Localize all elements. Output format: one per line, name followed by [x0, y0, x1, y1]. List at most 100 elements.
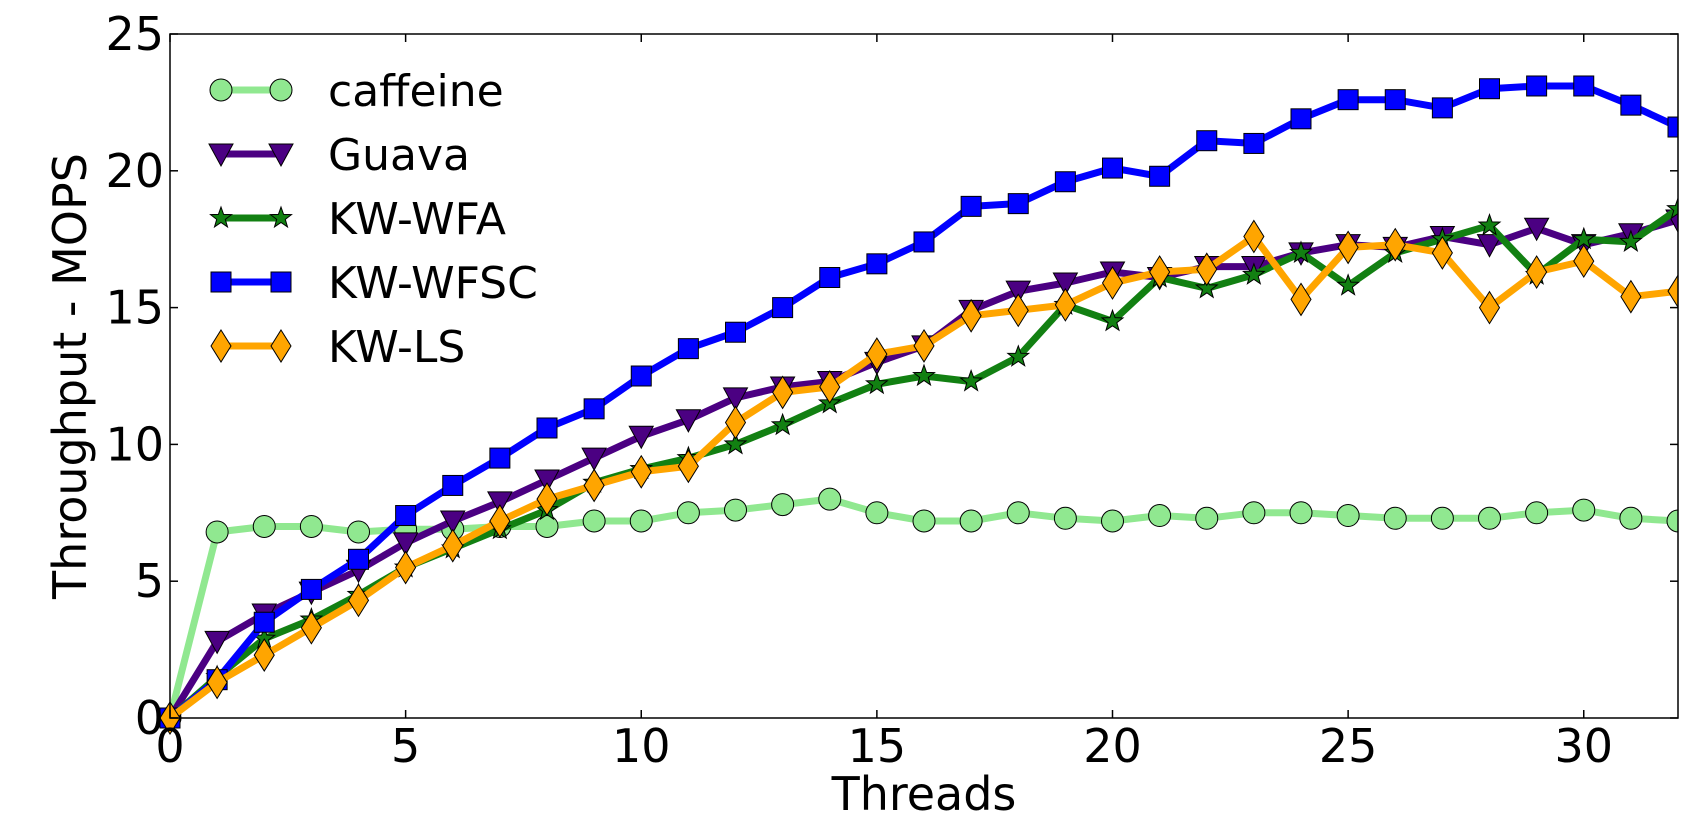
data-point-kw-wfsc — [1007, 193, 1029, 215]
data-point-caffeine — [347, 520, 370, 544]
data-point-kw-wfsc — [1667, 116, 1678, 138]
data-point-kw-wfsc — [1054, 171, 1076, 193]
y-tick-label: 20 — [105, 144, 164, 198]
series-kw-wfsc — [159, 75, 1678, 729]
data-point-kw-ls — [1573, 244, 1595, 279]
data-point-kw-wfsc — [253, 611, 275, 633]
x-tick-label: 0 — [155, 719, 184, 773]
data-point-kw-wfsc — [1337, 89, 1359, 111]
data-point-kw-ls — [395, 550, 417, 585]
data-point-kw-ls — [1243, 219, 1265, 254]
data-point-kw-wfsc — [1384, 89, 1406, 111]
data-point-guava — [581, 447, 607, 472]
data-point-kw-ls — [300, 610, 322, 645]
series-layer — [157, 75, 1678, 735]
axis-ticks: 0 5 10 15 20 25 30 0 5 10 15 20 25 — [105, 7, 1678, 773]
data-point-kw-wfa — [1477, 212, 1502, 236]
data-point-caffeine — [582, 509, 606, 533]
y-tick-label: 0 — [135, 691, 164, 745]
legend-item-caffeine: caffeine — [209, 66, 504, 117]
data-point-guava — [628, 425, 655, 450]
data-point-kw-ls — [1196, 252, 1218, 287]
x-axis-label: Threads — [831, 767, 1017, 816]
data-point-caffeine — [1666, 509, 1678, 533]
data-point-kw-wfa — [1194, 275, 1219, 299]
legend-marker — [269, 78, 293, 102]
data-point-caffeine — [676, 501, 700, 525]
data-point-kw-wfsc — [630, 365, 652, 387]
data-point-kw-wfa — [1571, 226, 1596, 250]
data-point-kw-ls — [1384, 227, 1406, 262]
data-point-kw-ls — [1431, 235, 1453, 270]
data-point-kw-wfsc — [1149, 165, 1171, 187]
legend-label: KW-WFSC — [328, 258, 538, 309]
legend-marker — [209, 205, 233, 229]
y-tick-label: 15 — [105, 281, 164, 335]
legend-marker — [270, 329, 292, 363]
data-point-guava — [1052, 272, 1079, 297]
legend-marker — [208, 143, 234, 168]
data-point-guava — [1005, 280, 1032, 305]
data-point-kw-wfsc — [1102, 157, 1123, 179]
data-point-kw-wfsc — [1526, 75, 1548, 97]
data-point-caffeine — [1006, 501, 1030, 525]
data-point-kw-wfsc — [583, 398, 605, 420]
legend-label: KW-WFA — [328, 194, 506, 245]
data-point-kw-ls — [1290, 282, 1312, 317]
data-point-kw-ls — [489, 504, 511, 538]
x-tick-label: 15 — [848, 719, 907, 773]
data-point-kw-ls — [1337, 230, 1359, 265]
x-tick-label: 20 — [1083, 719, 1142, 773]
data-point-kw-ls — [1620, 279, 1642, 314]
data-point-kw-wfa — [1242, 262, 1266, 285]
data-point-caffeine — [1430, 506, 1454, 530]
data-point-kw-ls — [1007, 293, 1029, 328]
legend-item-kw-wfsc: KW-WFSC — [210, 258, 538, 309]
data-point-kw-ls — [536, 482, 558, 517]
legend-marker — [210, 271, 232, 293]
data-point-kw-wfsc — [1479, 78, 1500, 100]
data-point-caffeine — [865, 501, 889, 525]
data-point-caffeine — [205, 520, 229, 544]
data-point-guava — [392, 532, 419, 556]
data-point-kw-wfsc — [348, 548, 369, 570]
legend-marker — [210, 329, 232, 363]
legend-marker — [270, 271, 292, 293]
y-tick-label: 25 — [105, 7, 164, 61]
series-kw-ls — [159, 219, 1678, 735]
data-point-kw-wfsc — [395, 505, 417, 527]
data-point-kw-wfsc — [819, 267, 841, 289]
data-point-caffeine — [1383, 506, 1407, 530]
data-point-kw-wfsc — [536, 417, 558, 439]
data-point-guava — [439, 510, 466, 535]
legend-label: Guava — [328, 130, 470, 181]
data-point-guava — [204, 630, 230, 655]
data-point-kw-wfsc — [1243, 132, 1265, 154]
data-point-kw-ls — [772, 375, 794, 410]
legend-marker — [268, 143, 294, 168]
data-point-caffeine — [1525, 501, 1549, 525]
data-point-kw-wfsc — [300, 578, 322, 600]
data-point-kw-ls — [960, 298, 982, 333]
data-point-caffeine — [771, 493, 795, 517]
series-caffeine — [158, 487, 1678, 730]
data-point-kw-wfa — [959, 369, 983, 392]
data-point-kw-wfa — [1006, 344, 1031, 367]
data-point-kw-wfa — [723, 431, 748, 455]
data-point-kw-ls — [913, 328, 935, 363]
data-point-caffeine — [1101, 509, 1124, 533]
legend-item-kw-wfa: KW-WFA — [209, 194, 506, 245]
data-point-caffeine — [1242, 501, 1266, 525]
x-tick-label: 25 — [1319, 719, 1378, 773]
data-point-kw-ls — [630, 454, 652, 489]
data-point-kw-wfa — [1336, 273, 1361, 296]
data-point-kw-ls — [442, 528, 464, 563]
data-point-caffeine — [629, 509, 653, 533]
data-point-caffeine — [818, 487, 842, 511]
legend-label: caffeine — [328, 66, 504, 117]
y-tick-label: 10 — [105, 417, 164, 471]
data-point-caffeine — [252, 514, 276, 538]
data-point-kw-wfa — [1618, 229, 1643, 252]
data-point-kw-wfsc — [866, 253, 888, 275]
